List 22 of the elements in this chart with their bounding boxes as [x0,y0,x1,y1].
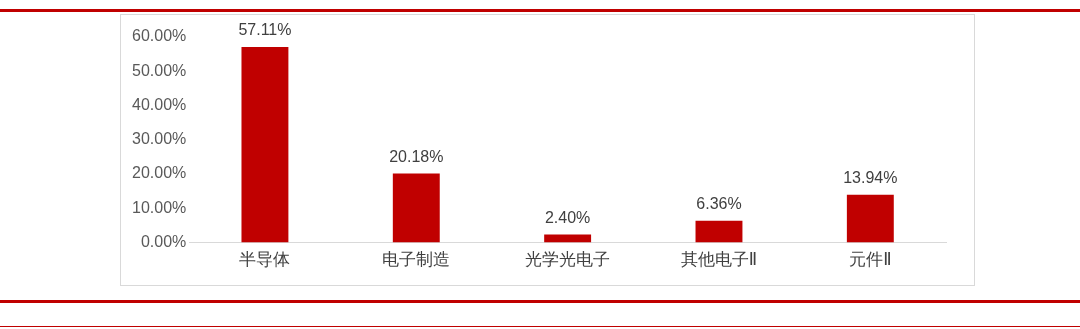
x-tick-label: 半导体 [239,249,291,270]
bar [695,220,743,243]
bar [544,234,592,243]
bar [241,46,289,243]
x-tick-label: 电子制造 [382,249,451,270]
data-label: 57.11% [238,21,292,39]
y-tick-label: 30.00% [132,130,187,148]
y-tick-label: 60.00% [132,27,187,45]
data-label: 6.36% [696,195,742,213]
y-tick-label: 20.00% [132,164,187,182]
data-label: 2.40% [544,208,591,226]
x-tick-label: 元件Ⅱ [849,249,892,270]
y-tick-label: 50.00% [132,61,187,79]
y-tick-label: 40.00% [132,95,187,113]
x-tick-label: 其他电子Ⅱ [680,249,758,270]
data-label: 20.18% [389,147,444,165]
data-label: 13.94% [843,169,898,187]
y-tick-label: 0.00% [140,233,187,251]
bar [392,173,440,243]
y-tick-label: 10.00% [132,198,187,216]
x-tick-label: 光学光电子 [525,249,611,270]
bar [846,194,894,243]
